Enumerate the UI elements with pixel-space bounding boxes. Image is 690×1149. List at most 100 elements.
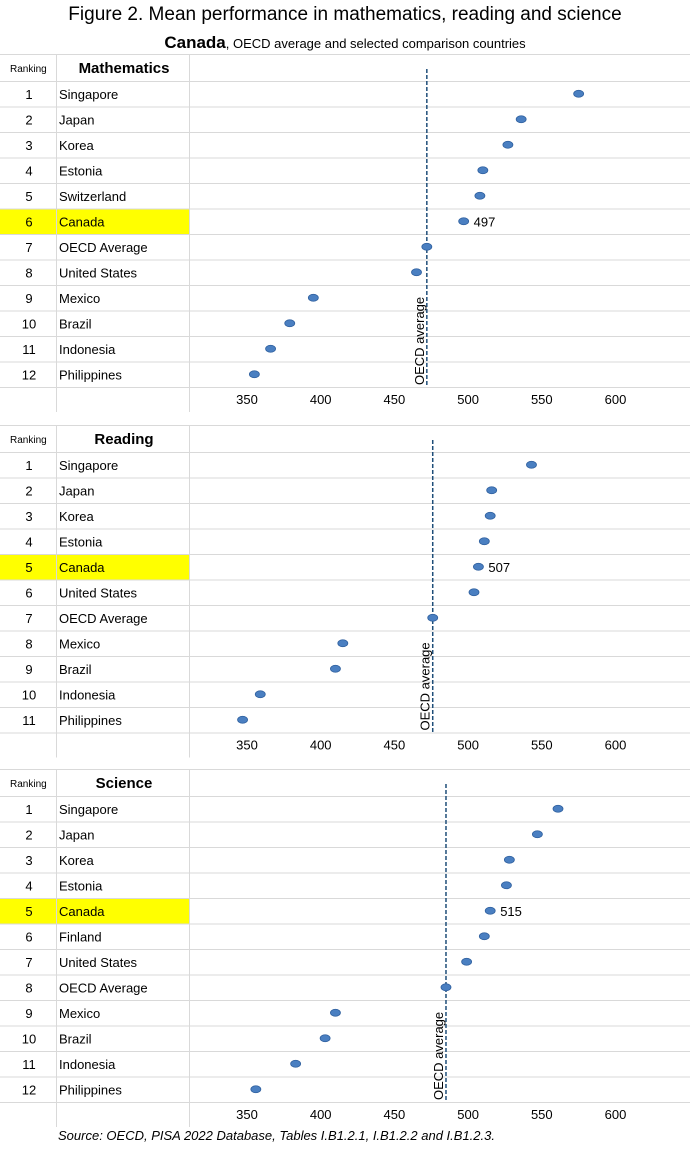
data-point <box>486 486 498 495</box>
x-tick-label: 600 <box>605 392 627 407</box>
mathematics-subject-title: Mathematics <box>79 60 170 77</box>
country-label: Indonesia <box>59 687 116 702</box>
data-point <box>421 242 433 251</box>
rank-label: 4 <box>25 163 32 178</box>
science-highlight-band <box>0 898 190 924</box>
country-label: Estonia <box>59 878 103 893</box>
rank-label: 4 <box>25 534 32 549</box>
data-point <box>573 89 585 98</box>
rank-label: 10 <box>22 316 36 331</box>
page-title: Figure 2. Mean performance in mathematic… <box>68 4 622 25</box>
mathematics-ranking-header: Ranking <box>10 64 47 75</box>
data-point <box>552 804 564 813</box>
science-oecd-line-label: OECD average <box>431 1012 446 1100</box>
country-label: Philippines <box>59 367 122 382</box>
country-label: Japan <box>59 112 94 127</box>
country-label: Korea <box>59 853 94 868</box>
rank-label: 2 <box>25 112 32 127</box>
data-point <box>526 460 537 469</box>
data-point <box>515 115 527 124</box>
country-label: Singapore <box>59 802 118 817</box>
data-point <box>330 1008 341 1017</box>
data-point <box>307 293 319 302</box>
rank-label: 1 <box>25 802 32 817</box>
mathematics-highlight-band <box>0 208 190 234</box>
data-point <box>503 855 515 864</box>
country-label: Canada <box>59 560 105 575</box>
data-point <box>458 217 470 226</box>
rank-label: 10 <box>22 687 36 702</box>
rank-label: 11 <box>22 342 36 357</box>
rank-label: 7 <box>25 955 32 970</box>
x-tick-label: 450 <box>384 1107 406 1122</box>
country-label: Switzerland <box>59 189 126 204</box>
rank-label: 5 <box>25 904 32 919</box>
country-label: Philippines <box>59 1082 122 1097</box>
data-point <box>484 511 496 520</box>
mathematics-oecd-line-label: OECD average <box>412 297 427 385</box>
science-data-label: 515 <box>500 904 522 919</box>
reading-subject-title: Reading <box>94 431 153 448</box>
country-label: Canada <box>59 214 105 229</box>
x-tick-label: 550 <box>531 738 553 753</box>
data-point <box>484 906 496 915</box>
x-tick-label: 600 <box>605 1107 627 1122</box>
x-tick-label: 450 <box>384 392 406 407</box>
country-label: Japan <box>59 827 94 842</box>
data-point <box>477 166 489 175</box>
country-label: OECD Average <box>59 980 148 995</box>
rank-label: 7 <box>25 611 32 626</box>
data-point <box>248 370 260 379</box>
data-point <box>473 562 484 571</box>
rank-label: 12 <box>22 1082 36 1097</box>
rank-label: 1 <box>25 458 32 473</box>
rank-label: 6 <box>25 214 32 229</box>
x-tick-label: 550 <box>531 1107 553 1122</box>
x-tick-label: 400 <box>310 392 332 407</box>
source-note: Source: OECD, PISA 2022 Database, Tables… <box>58 1128 495 1143</box>
rank-label: 9 <box>25 1006 32 1021</box>
data-point <box>427 613 439 622</box>
country-label: Canada <box>59 904 105 919</box>
x-tick-label: 500 <box>457 1107 479 1122</box>
rank-label: 6 <box>25 585 32 600</box>
x-tick-label: 400 <box>310 738 332 753</box>
rank-label: 3 <box>25 138 32 153</box>
data-point <box>468 588 480 597</box>
rank-label: 9 <box>25 291 32 306</box>
data-point <box>478 932 490 941</box>
data-point <box>501 881 512 890</box>
data-point <box>250 1085 262 1094</box>
rank-label: 12 <box>22 367 36 382</box>
science-ranking-header: Ranking <box>10 779 47 790</box>
country-label: Brazil <box>59 1031 92 1046</box>
data-point <box>502 140 514 149</box>
mathematics-data-label: 497 <box>474 214 496 229</box>
data-point <box>265 344 276 353</box>
country-label: United States <box>59 955 138 970</box>
x-tick-label: 500 <box>457 392 479 407</box>
country-label: United States <box>59 585 138 600</box>
rank-label: 11 <box>22 1057 36 1072</box>
data-point <box>284 319 296 328</box>
country-label: Mexico <box>59 291 100 306</box>
subtitle-rest: , OECD average and selected comparison c… <box>225 36 526 51</box>
country-label: OECD Average <box>59 240 148 255</box>
data-point <box>319 1034 331 1043</box>
country-label: OECD Average <box>59 611 148 626</box>
subtitle-country: Canada <box>164 33 226 52</box>
data-point <box>440 983 452 992</box>
data-point <box>478 537 490 546</box>
data-point <box>474 191 486 200</box>
country-label: Singapore <box>59 87 118 102</box>
x-tick-label: 350 <box>236 392 258 407</box>
x-tick-label: 550 <box>531 392 553 407</box>
country-label: Finland <box>59 929 102 944</box>
rank-label: 5 <box>25 560 32 575</box>
country-label: Indonesia <box>59 1057 116 1072</box>
rank-label: 7 <box>25 240 32 255</box>
rank-label: 9 <box>25 662 32 677</box>
country-label: Brazil <box>59 316 92 331</box>
x-tick-label: 400 <box>310 1107 332 1122</box>
